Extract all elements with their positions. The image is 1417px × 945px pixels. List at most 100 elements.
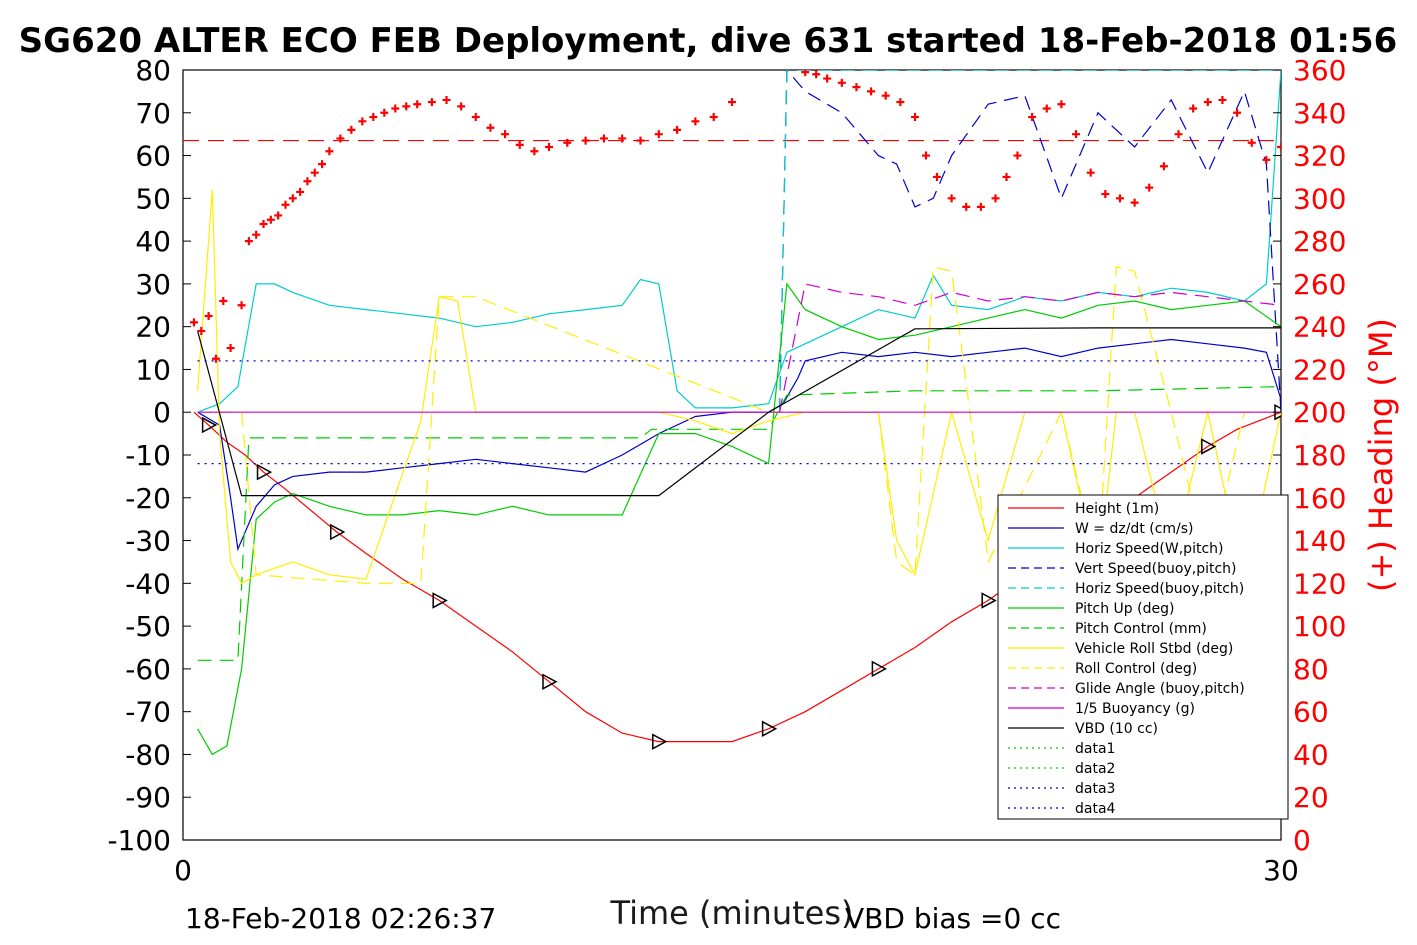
heading-point [1233,108,1242,117]
height-marker [761,720,778,738]
height-marker [256,463,273,481]
heading-point [274,211,283,220]
heading-point [226,344,235,353]
heading-point [1159,162,1168,171]
series-line-4 [779,70,1281,413]
legend-entry: Roll Control (deg) [1075,661,1197,677]
heading-point [1145,183,1154,192]
heading-point [347,125,356,134]
y-tick-label: 50 [135,182,171,215]
heading-point [673,125,682,134]
legend-box [997,494,1289,820]
legend-entry: data2 [1075,761,1115,777]
heading-point [413,100,422,109]
heading-point [1174,130,1183,139]
legend-entry: W = dz/dt (cm/s) [1075,521,1194,537]
series-line-11 [197,327,1281,497]
y-tick-label: -60 [125,653,171,686]
heading-point [1218,95,1227,104]
heading-point [801,70,810,77]
legend-entry: Glide Angle (buoy,pitch) [1075,681,1245,697]
y-tick-label: 80 [135,54,171,87]
y-tick-label: -100 [107,824,171,857]
heading-point [1002,172,1011,181]
heading-point [896,98,905,107]
legend-entry: 1/5 Buoyancy (g) [1075,701,1195,717]
heading-point [471,113,480,122]
legend-entry: VBD (10 cc) [1075,721,1158,737]
legend-entry: data4 [1075,801,1116,817]
heading-point [391,104,400,113]
height-marker [1201,438,1217,455]
heading-point [1057,100,1066,109]
heading-point [515,140,524,149]
y-tick-label: 20 [135,311,171,344]
y-tick-label: -70 [125,696,171,729]
heading-point [259,220,268,228]
heading-point [1028,113,1037,122]
x-axis-label: Time (minutes) [610,894,854,932]
y-tick-label: 30 [135,268,171,301]
legend-entry: Pitch Control (mm) [1075,621,1207,637]
heading-point [921,151,930,160]
heading-point [823,74,832,83]
y-tick-label: -20 [125,482,171,515]
height-marker [981,592,997,609]
heading-point [545,143,553,151]
heading-point [1115,194,1124,203]
heading-point [867,87,876,96]
heading-point [380,108,389,117]
heading-point [266,215,275,224]
heading-point [281,200,290,209]
heading-point [252,230,261,239]
height-marker [871,660,887,678]
y-right-tick-label: 40 [1293,738,1329,771]
heading-point [1072,130,1081,139]
heading-point [654,130,663,139]
y-tick-label: -50 [125,610,171,643]
series-line-8 [197,266,1281,584]
height-marker [201,416,218,434]
y-tick-label: 10 [135,353,171,386]
y-right-tick-label: 80 [1293,653,1329,686]
heading-point [991,194,1000,203]
series-line-3 [779,70,1281,413]
height-marker [329,523,346,541]
heading-point [457,102,466,111]
y-tick-label: -30 [125,525,171,558]
legend-entry: Vehicle Roll Stbd (deg) [1075,641,1233,657]
legend-entry: Horiz Speed(W,pitch) [1075,541,1223,557]
height-marker [432,592,448,609]
heading-point [947,194,956,203]
y-right-tick-label: 360 [1293,54,1346,87]
y-tick-label: 40 [135,225,171,258]
y-right-tick-label: 100 [1293,610,1346,643]
y-right-tick-label: 200 [1293,396,1346,429]
heading-point [636,136,645,145]
heading-point [501,130,510,139]
y-tick-label: 0 [153,396,171,429]
heading-point [1101,190,1110,199]
heading-point [976,202,985,211]
heading-point [358,117,367,126]
heading-point [563,138,572,147]
y-right-tick-label: 120 [1293,567,1346,600]
legend-entry: Pitch Up (deg) [1075,601,1174,617]
legend-entry: data3 [1075,781,1115,797]
heading-point [1203,98,1212,107]
heading-point [709,113,718,122]
series-line-9 [779,283,1281,413]
y-right-tick-label: 0 [1293,824,1311,857]
x-tick-label: 30 [1263,854,1299,887]
heading-point [318,160,327,169]
heading-point [219,297,228,305]
heading-point [932,172,941,181]
y-right-tick-label: 320 [1293,140,1346,173]
heading-point [599,134,608,143]
heading-point [204,311,213,320]
heading-point [296,187,305,196]
heading-point [1013,151,1022,160]
y-tick-label: -10 [125,439,171,472]
heading-point [852,83,861,92]
